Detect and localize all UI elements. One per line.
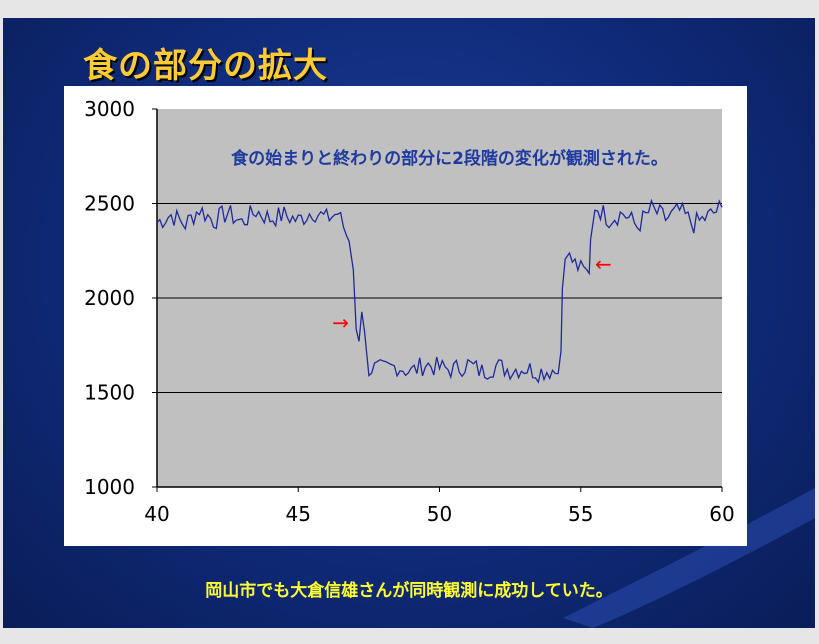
decorative-swoosh — [563, 488, 815, 628]
y-tick-label: 3000 — [84, 97, 135, 121]
left-arrow-icon: ← — [595, 252, 612, 276]
x-tick-label: 60 — [709, 502, 734, 526]
slide-caption: 岡山市でも大倉信雄さんが同時観測に成功していた。 — [205, 581, 613, 601]
slide-title: 食の部分の拡大 — [83, 46, 328, 86]
y-tick-label: 2500 — [84, 192, 135, 216]
y-tick-label: 1000 — [84, 475, 135, 499]
right-arrow-icon: → — [332, 311, 349, 335]
series-line — [156, 198, 723, 384]
y-tick-label: 2000 — [84, 286, 135, 310]
y-tick-label: 1500 — [84, 381, 135, 405]
x-tick-label: 40 — [144, 502, 169, 526]
slide: 食の部分の拡大 1000 1500 2000 2500 3000 40 45 50 55 60 食の… — [3, 18, 815, 628]
x-tick-label: 50 — [427, 502, 452, 526]
chart-frame: 1000 1500 2000 2500 3000 40 45 50 55 60 食の始まりと終わりの… — [64, 86, 747, 546]
x-tick-label: 45 — [286, 502, 311, 526]
swoosh-band — [563, 488, 815, 628]
x-tick-label: 55 — [568, 502, 593, 526]
chart-annotation: 食の始まりと終わりの部分に2段階の変化が観測された。 — [231, 148, 668, 169]
line-chart: 1000 1500 2000 2500 3000 40 45 50 55 60 食の始まりと終わりの… — [84, 97, 735, 526]
